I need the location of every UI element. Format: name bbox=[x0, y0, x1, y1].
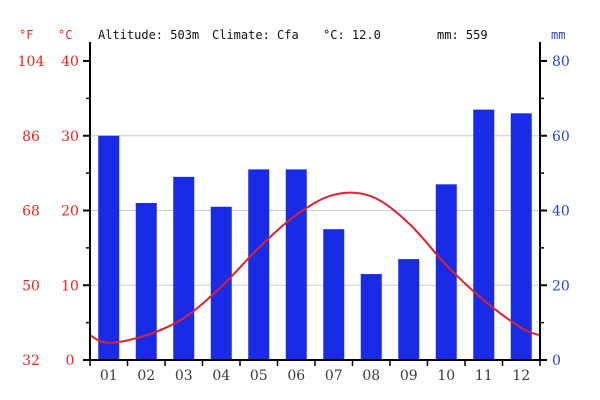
month-label: 05 bbox=[250, 368, 268, 384]
month-label: 12 bbox=[512, 368, 530, 384]
c-tick-label: 30 bbox=[61, 129, 79, 145]
mm-tick-label: 20 bbox=[552, 278, 570, 294]
f-tick-label: 68 bbox=[22, 204, 40, 220]
month-label: 03 bbox=[175, 368, 193, 384]
celsius-axis-title: °C bbox=[58, 28, 73, 42]
annual-precipitation-label: mm: 559 bbox=[437, 28, 488, 42]
month-label: 08 bbox=[362, 368, 380, 384]
c-tick-label: 40 bbox=[61, 54, 79, 70]
mm-axis-title: mm bbox=[551, 28, 566, 42]
precip-bar-12 bbox=[510, 113, 532, 360]
month-label: 01 bbox=[100, 368, 118, 384]
precip-bar-11 bbox=[473, 109, 495, 361]
month-label: 10 bbox=[437, 368, 455, 384]
precip-bar-09 bbox=[398, 259, 420, 360]
month-label: 11 bbox=[475, 368, 493, 384]
f-tick-label: 50 bbox=[22, 278, 40, 294]
month-label: 02 bbox=[137, 368, 155, 384]
month-label: 07 bbox=[325, 368, 343, 384]
f-tick-label: 104 bbox=[18, 54, 45, 70]
mm-tick-label: 0 bbox=[552, 353, 561, 369]
mm-tick-label: 80 bbox=[552, 54, 570, 70]
precip-bar-10 bbox=[435, 184, 457, 360]
mean-temperature-label: °C: 12.0 bbox=[323, 28, 381, 42]
month-label: 06 bbox=[287, 368, 305, 384]
precip-bar-06 bbox=[285, 169, 307, 360]
f-tick-label: 32 bbox=[22, 353, 40, 369]
precip-bar-07 bbox=[323, 229, 345, 360]
mm-tick-label: 60 bbox=[552, 129, 570, 145]
precip-bar-02 bbox=[135, 203, 157, 360]
climate-class-label: Climate: Cfa bbox=[212, 28, 299, 42]
precip-bar-05 bbox=[248, 169, 270, 360]
month-label: 04 bbox=[212, 368, 230, 384]
f-tick-label: 86 bbox=[22, 129, 40, 145]
precip-bar-04 bbox=[210, 206, 232, 360]
mm-tick-label: 40 bbox=[552, 204, 570, 220]
fahrenheit-axis-title: °F bbox=[19, 28, 34, 42]
precip-bar-01 bbox=[98, 135, 120, 360]
temperature-line bbox=[89, 191, 541, 344]
month-label: 09 bbox=[400, 368, 418, 384]
c-tick-label: 20 bbox=[61, 204, 79, 220]
precip-bar-08 bbox=[360, 274, 382, 360]
c-tick-label: 10 bbox=[61, 278, 79, 294]
altitude-label: Altitude: 503m bbox=[98, 28, 200, 42]
precip-bar-03 bbox=[173, 176, 195, 360]
c-tick-label: 0 bbox=[66, 353, 75, 369]
